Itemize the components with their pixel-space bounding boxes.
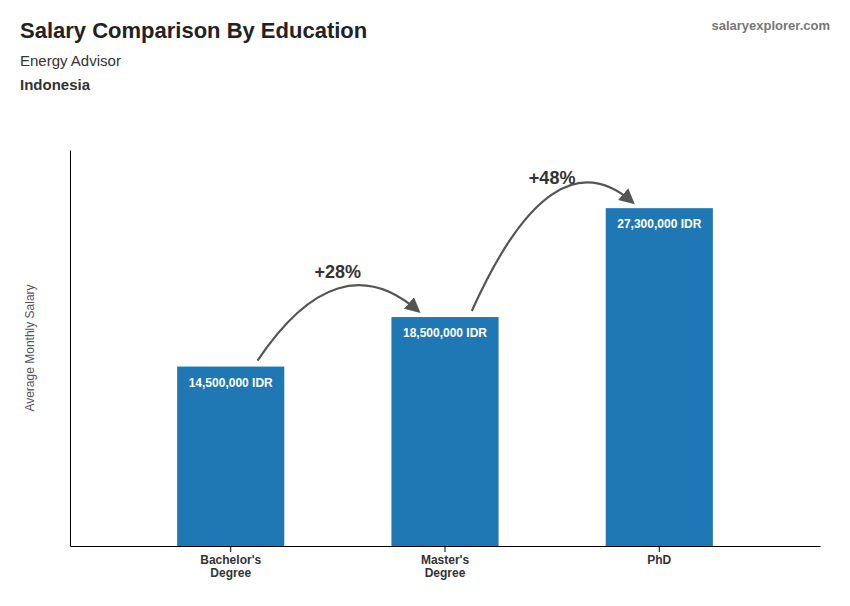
x-tick-label-line: PhD: [647, 553, 671, 567]
annotation: Indonesia: [20, 76, 91, 93]
change-label: +28%: [315, 262, 362, 282]
change-annotations: +28% +48%: [258, 168, 633, 360]
x-tick-label: Master'sDegree: [421, 553, 470, 581]
x-tick-label-line: Master's: [421, 553, 470, 567]
x-tick-label: Bachelor'sDegree: [200, 553, 261, 581]
bar: [177, 367, 284, 546]
y-axis-title: Average Monthly Salary: [23, 284, 37, 411]
x-tick-mark: [445, 546, 446, 552]
x-tick-label-line: Bachelor's: [200, 553, 261, 567]
title: Salary Comparison By Education: [20, 18, 367, 43]
x-tick: Master'sDegree: [421, 546, 470, 580]
change-label: +48%: [529, 168, 576, 188]
x-tick-label-line: Degree: [210, 566, 251, 580]
data-labels: 14,500,000 IDR 18,500,000 IDR 27,300,000 I…: [189, 217, 702, 389]
annotation: salaryexplorer.com: [711, 18, 830, 33]
bar: [391, 317, 498, 546]
change-arrow: [258, 285, 419, 360]
data-label: 14,500,000 IDR: [189, 376, 273, 390]
chart-svg: Salary Comparison By Education Energy Adv…: [0, 0, 850, 606]
x-tick-mark: [230, 546, 231, 552]
x-tick-label-line: Degree: [425, 566, 466, 580]
y-axis-line: [70, 151, 71, 547]
x-axis: Bachelor'sDegreeMaster'sDegreePhD: [71, 546, 821, 580]
x-tick: Bachelor'sDegree: [200, 546, 261, 580]
chart-container: Salary Comparison By Education Energy Adv…: [0, 0, 850, 606]
x-tick-mark: [659, 546, 660, 552]
x-tick-label: PhD: [647, 553, 671, 567]
bar: [606, 208, 713, 546]
subtitle: Energy Advisor: [20, 52, 121, 69]
bars: [177, 208, 713, 546]
change-arrow: [472, 182, 633, 311]
data-label: 27,300,000 IDR: [617, 217, 701, 231]
y-axis: [70, 151, 71, 547]
data-label: 18,500,000 IDR: [403, 326, 487, 340]
x-tick: PhD: [647, 546, 671, 567]
